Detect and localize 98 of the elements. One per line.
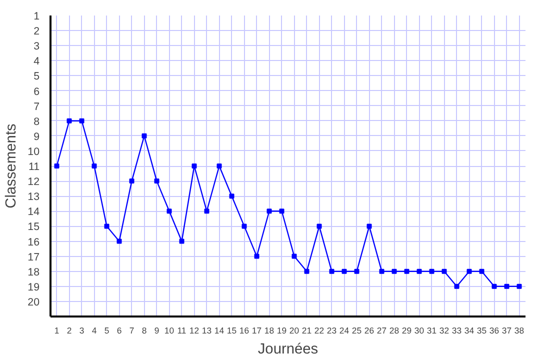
y-tick-label: 16 (28, 236, 40, 248)
x-tick-label: 33 (452, 326, 462, 336)
x-tick-label: 5 (104, 326, 110, 336)
point (366, 224, 372, 229)
point (79, 118, 84, 124)
x-tick-label: 16 (239, 326, 250, 336)
point (129, 178, 134, 184)
point (504, 284, 510, 289)
point (442, 268, 447, 274)
x-tick-label: 12 (189, 326, 200, 336)
x-tick-label: 24 (339, 326, 350, 336)
point (492, 284, 497, 289)
point (379, 268, 384, 274)
x-tick-label: 17 (252, 326, 262, 336)
x-tick-label: 18 (264, 326, 274, 336)
point (192, 164, 197, 168)
point (154, 178, 160, 184)
x-tick-label: 27 (376, 326, 387, 336)
x-tick-label: 14 (214, 326, 224, 336)
point (354, 268, 360, 274)
x-tick-label: 22 (314, 326, 324, 336)
x-tick-label: 30 (414, 326, 424, 336)
point (479, 268, 484, 274)
point (254, 254, 260, 259)
point (429, 268, 434, 274)
x-tick-label: 6 (116, 326, 122, 336)
y-tick-label: 14 (28, 206, 40, 218)
point (279, 208, 284, 214)
point (266, 208, 272, 214)
point (404, 268, 410, 274)
y-tick-label: 18 (28, 266, 40, 278)
y-tick-label: 17 (28, 251, 40, 264)
point (54, 164, 60, 168)
point (116, 238, 122, 244)
x-tick-label: 23 (326, 326, 337, 336)
x-tick-label: 29 (402, 326, 412, 336)
y-tick-label: 13 (28, 191, 40, 204)
point (454, 284, 460, 289)
x-tick-label: 11 (177, 326, 186, 336)
x-tick-label: 21 (302, 326, 312, 336)
point (304, 268, 310, 274)
point (166, 208, 172, 214)
y-tick-label: 5 (34, 70, 40, 83)
point (104, 224, 110, 229)
x-tick-label: 34 (464, 326, 474, 336)
point (516, 284, 522, 289)
y-tick-label: 15 (28, 221, 40, 234)
y-tick-label: 8 (34, 116, 40, 128)
x-axis-title: Journées (258, 342, 318, 358)
x-tick-label: 32 (439, 326, 450, 336)
x-tick-label: 36 (489, 326, 500, 336)
x-tick-label: 2 (66, 326, 72, 336)
point (329, 268, 334, 274)
point (416, 268, 422, 274)
x-tick-label: 15 (226, 326, 237, 336)
x-tick-label: 28 (389, 326, 400, 336)
y-tick-label: 3 (34, 40, 40, 53)
x-tick-label: 38 (514, 326, 524, 336)
x-tick-label: 9 (154, 326, 160, 336)
x-tick-label: 35 (476, 326, 487, 336)
x-tick-label: 37 (502, 326, 512, 336)
point (92, 164, 97, 168)
x-tick-label: 19 (276, 326, 287, 336)
y-tick-label: 1 (34, 10, 40, 22)
point (66, 118, 72, 124)
y-tick-label: 9 (34, 130, 40, 143)
y-axis-title: Classements (4, 124, 20, 208)
x-tick-label: 25 (352, 326, 362, 336)
point (242, 224, 247, 229)
point (216, 164, 222, 168)
point (342, 268, 347, 274)
point (204, 208, 210, 214)
y-tick-label: 20 (28, 296, 40, 308)
y-tick-label: 2 (34, 26, 40, 38)
x-tick-label: 3 (79, 326, 84, 336)
point (179, 238, 184, 244)
y-tick-label: 6 (34, 86, 40, 98)
x-tick-label: 7 (129, 326, 134, 336)
point (142, 133, 147, 138)
x-tick-label: 4 (92, 326, 97, 336)
x-tick-label: 1 (54, 326, 60, 336)
y-tick-label: 12 (28, 176, 40, 188)
y-tick-label: 7 (34, 100, 40, 113)
y-tick-label: 10 (28, 146, 40, 158)
point (316, 224, 322, 229)
x-tick-label: 8 (142, 326, 147, 336)
x-tick-label: 20 (289, 326, 300, 336)
point (229, 194, 234, 199)
y-tick-label: 4 (34, 56, 40, 68)
x-tick-label: 10 (164, 326, 174, 336)
point (292, 254, 297, 259)
x-tick-label: 26 (364, 326, 374, 336)
y-tick-label: 19 (28, 281, 40, 294)
point (392, 268, 397, 274)
x-tick-label: 13 (202, 326, 212, 336)
x-tick-label: 31 (426, 326, 437, 336)
y-tick-label: 11 (28, 161, 40, 173)
point (466, 268, 472, 274)
